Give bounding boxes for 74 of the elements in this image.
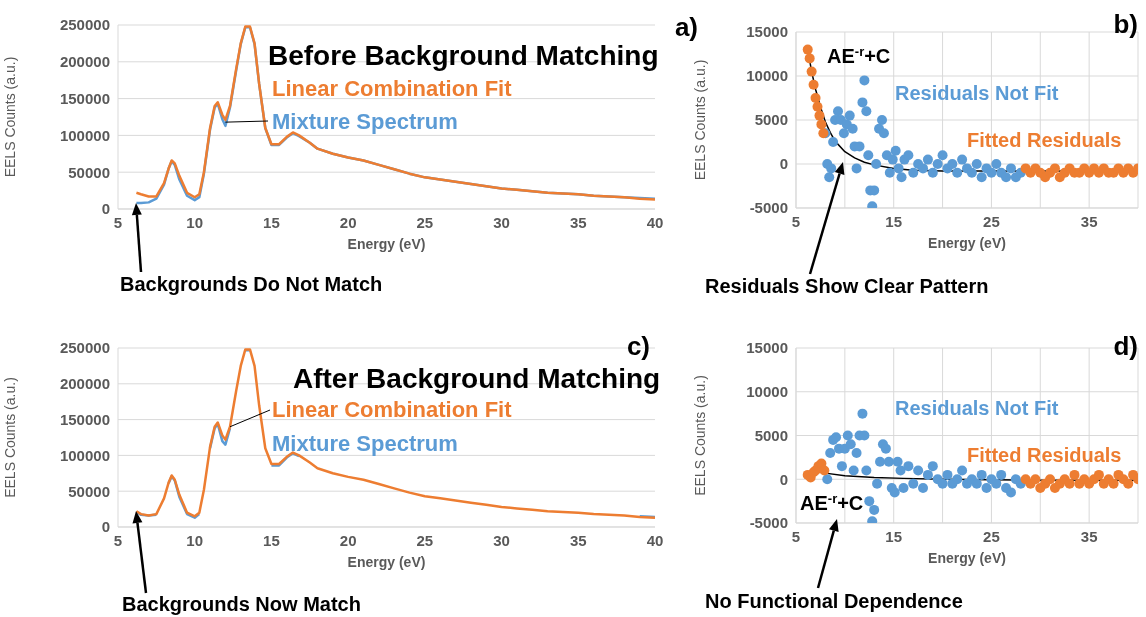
x-tick-label: 15 bbox=[885, 527, 903, 545]
y-tick-label: 100000 bbox=[59, 446, 110, 464]
series-label: Mixture Spectrum bbox=[272, 431, 458, 456]
series-label: Mixture Spectrum bbox=[272, 109, 458, 134]
x-tick-label: 10 bbox=[186, 531, 204, 549]
x-tick-label: 30 bbox=[493, 213, 510, 231]
series-label: Residuals Not Fit bbox=[895, 397, 1059, 419]
y-tick-label: 15000 bbox=[746, 339, 788, 357]
x-tick-label: 20 bbox=[339, 213, 357, 231]
y-tick-label: 10000 bbox=[746, 383, 788, 401]
annotation: AE$^{-r}$+C bbox=[800, 490, 864, 514]
y-tick-label: 50000 bbox=[68, 163, 110, 181]
series-label: Linear Combination Fit bbox=[272, 76, 513, 101]
x-axis-title: Energy (eV) bbox=[928, 550, 1006, 566]
annotation: AE$^{-r}$+C bbox=[827, 43, 891, 67]
text: a) bbox=[674, 12, 698, 42]
x-tick-label: 15 bbox=[885, 212, 903, 230]
y-tick-label: 250000 bbox=[59, 16, 110, 34]
series-label: Fitted Residuals bbox=[967, 129, 1122, 151]
x-axis-title: Energy (eV) bbox=[347, 554, 426, 570]
y-tick-label: 5000 bbox=[754, 426, 788, 444]
x-tick-label: 5 bbox=[791, 527, 801, 545]
annotation: c) bbox=[626, 331, 650, 361]
annotation: d) bbox=[1113, 331, 1138, 361]
y-tick-label: 150000 bbox=[59, 410, 110, 428]
x-tick-label: 5 bbox=[113, 213, 123, 231]
y-axis-title: EELS Counts (a.u.) bbox=[1, 377, 18, 498]
x-tick-label: 15 bbox=[263, 213, 280, 231]
text: Backgrounds Do Not Match bbox=[120, 273, 383, 295]
x-tick-label: 25 bbox=[416, 531, 434, 549]
x-tick-label: 25 bbox=[416, 213, 434, 231]
x-tick-label: 35 bbox=[569, 213, 587, 231]
y-tick-label: 200000 bbox=[59, 53, 110, 71]
x-tick-label: 5 bbox=[113, 531, 123, 549]
y-axis-title: EELS Counts (a.u.) bbox=[691, 375, 708, 496]
series-label: Linear Combination Fit bbox=[272, 397, 513, 422]
y-tick-label: 0 bbox=[101, 200, 110, 218]
text: Residuals Show Clear Pattern bbox=[705, 275, 989, 297]
y-tick-label: 100000 bbox=[59, 126, 110, 144]
text: After Background Matching bbox=[293, 363, 661, 394]
x-tick-label: 35 bbox=[1080, 212, 1098, 230]
x-tick-label: 30 bbox=[493, 531, 510, 549]
x-axis-title: Energy (eV) bbox=[347, 236, 426, 252]
x-tick-label: 25 bbox=[983, 212, 1000, 230]
x-tick-label: 40 bbox=[646, 213, 664, 231]
y-tick-label: 10000 bbox=[746, 67, 788, 85]
series-label: Residuals Not Fit bbox=[895, 82, 1059, 104]
y-axis-title: EELS Counts (a.u.) bbox=[1, 56, 18, 178]
series-label: Fitted Residuals bbox=[967, 444, 1122, 466]
y-tick-label: 250000 bbox=[59, 339, 110, 357]
x-tick-label: 15 bbox=[263, 531, 280, 549]
y-tick-label: 5000 bbox=[754, 111, 788, 129]
annotation: b) bbox=[1113, 9, 1138, 39]
y-tick-label: -5000 bbox=[749, 514, 788, 532]
y-axis-title: EELS Counts (a.u.) bbox=[691, 59, 708, 181]
x-tick-label: 10 bbox=[186, 213, 204, 231]
x-tick-label: 35 bbox=[1080, 527, 1098, 545]
y-tick-label: 150000 bbox=[59, 89, 110, 107]
y-tick-label: -5000 bbox=[749, 199, 788, 217]
y-tick-label: 15000 bbox=[746, 23, 788, 41]
y-tick-label: 0 bbox=[101, 518, 110, 536]
x-axis-title: Energy (eV) bbox=[928, 235, 1006, 251]
y-tick-label: 50000 bbox=[68, 482, 110, 500]
x-tick-label: 5 bbox=[791, 212, 801, 230]
x-tick-label: 25 bbox=[983, 527, 1000, 545]
x-tick-label: 20 bbox=[339, 531, 357, 549]
x-tick-label: 35 bbox=[569, 531, 587, 549]
text: Backgrounds Now Match bbox=[122, 593, 361, 615]
text: Before Background Matching bbox=[268, 40, 659, 71]
y-tick-label: 0 bbox=[779, 155, 788, 173]
text: No Functional Dependence bbox=[705, 590, 963, 612]
y-tick-label: 0 bbox=[779, 470, 788, 488]
x-tick-label: 40 bbox=[646, 531, 664, 549]
y-tick-label: 200000 bbox=[59, 375, 110, 393]
